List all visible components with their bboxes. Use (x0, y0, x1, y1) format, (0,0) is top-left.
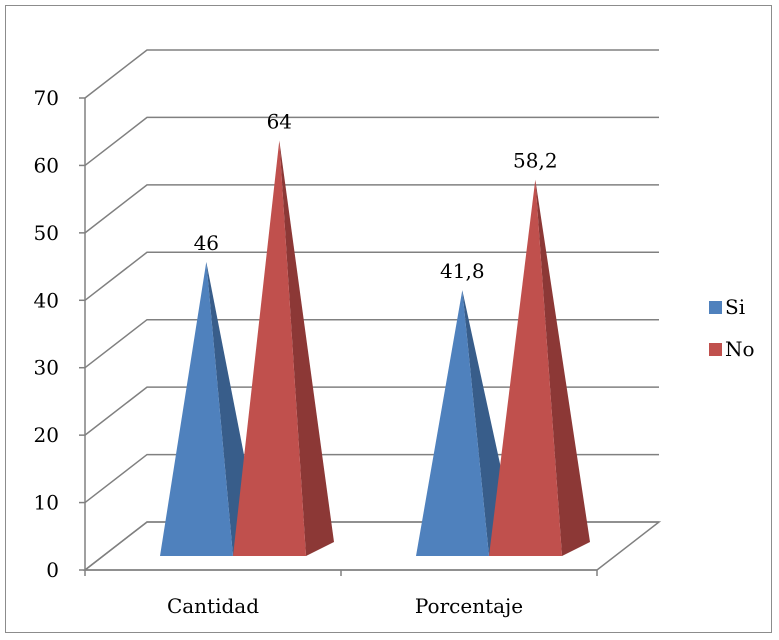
pyramid-side-no-0 (279, 140, 334, 556)
legend-swatch (709, 343, 722, 356)
gridline (84, 116, 659, 167)
data-label: 64 (267, 109, 292, 133)
gridline (84, 251, 659, 301)
gridline (84, 386, 659, 436)
legend: Si No (709, 295, 755, 361)
y-tick-label: 0 (46, 558, 59, 582)
gridline (84, 49, 659, 99)
data-label: 46 (194, 231, 219, 255)
pyramids (160, 140, 590, 556)
legend-label: Si (725, 295, 745, 319)
x-category-label: Porcentaje (415, 594, 523, 618)
y-tick-label: 70 (34, 86, 59, 110)
pyramid-side-no-1 (535, 179, 590, 556)
legend-label: No (725, 337, 755, 361)
y-tick-label: 60 (34, 153, 59, 177)
x-category-label: Cantidad (167, 594, 259, 618)
y-tick-label: 20 (34, 423, 59, 447)
axes (79, 97, 598, 576)
data-label: 41,8 (440, 259, 485, 283)
pyramid-si-porcentaje (416, 290, 489, 556)
pyramid-no-cantidad (233, 140, 306, 556)
y-tick-label: 50 (34, 221, 59, 245)
gridline (84, 318, 659, 369)
y-tick-label: 10 (34, 491, 59, 515)
y-tick-label: 30 (34, 356, 59, 380)
y-tick-labels: 0 10 20 30 40 50 60 70 (34, 86, 59, 582)
data-labels: 46 64 41,8 58,2 (194, 109, 558, 283)
x-category-labels: Cantidad Porcentaje (167, 594, 523, 618)
pyramid-si-cantidad (160, 261, 233, 556)
legend-swatch (709, 301, 722, 314)
gridline (84, 184, 659, 234)
y-tick-label: 40 (34, 288, 59, 312)
pyramid-no-porcentaje (489, 179, 562, 556)
data-label: 58,2 (513, 149, 558, 173)
